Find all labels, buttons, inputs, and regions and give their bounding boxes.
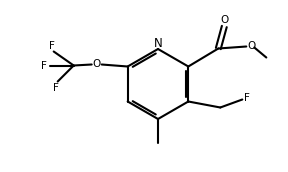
Text: F: F — [53, 83, 59, 93]
Text: F: F — [49, 40, 55, 51]
Text: N: N — [154, 37, 162, 50]
Text: O: O — [247, 40, 255, 51]
Text: F: F — [41, 61, 47, 71]
Text: O: O — [220, 14, 228, 24]
Text: F: F — [245, 93, 250, 103]
Text: O: O — [92, 58, 101, 68]
